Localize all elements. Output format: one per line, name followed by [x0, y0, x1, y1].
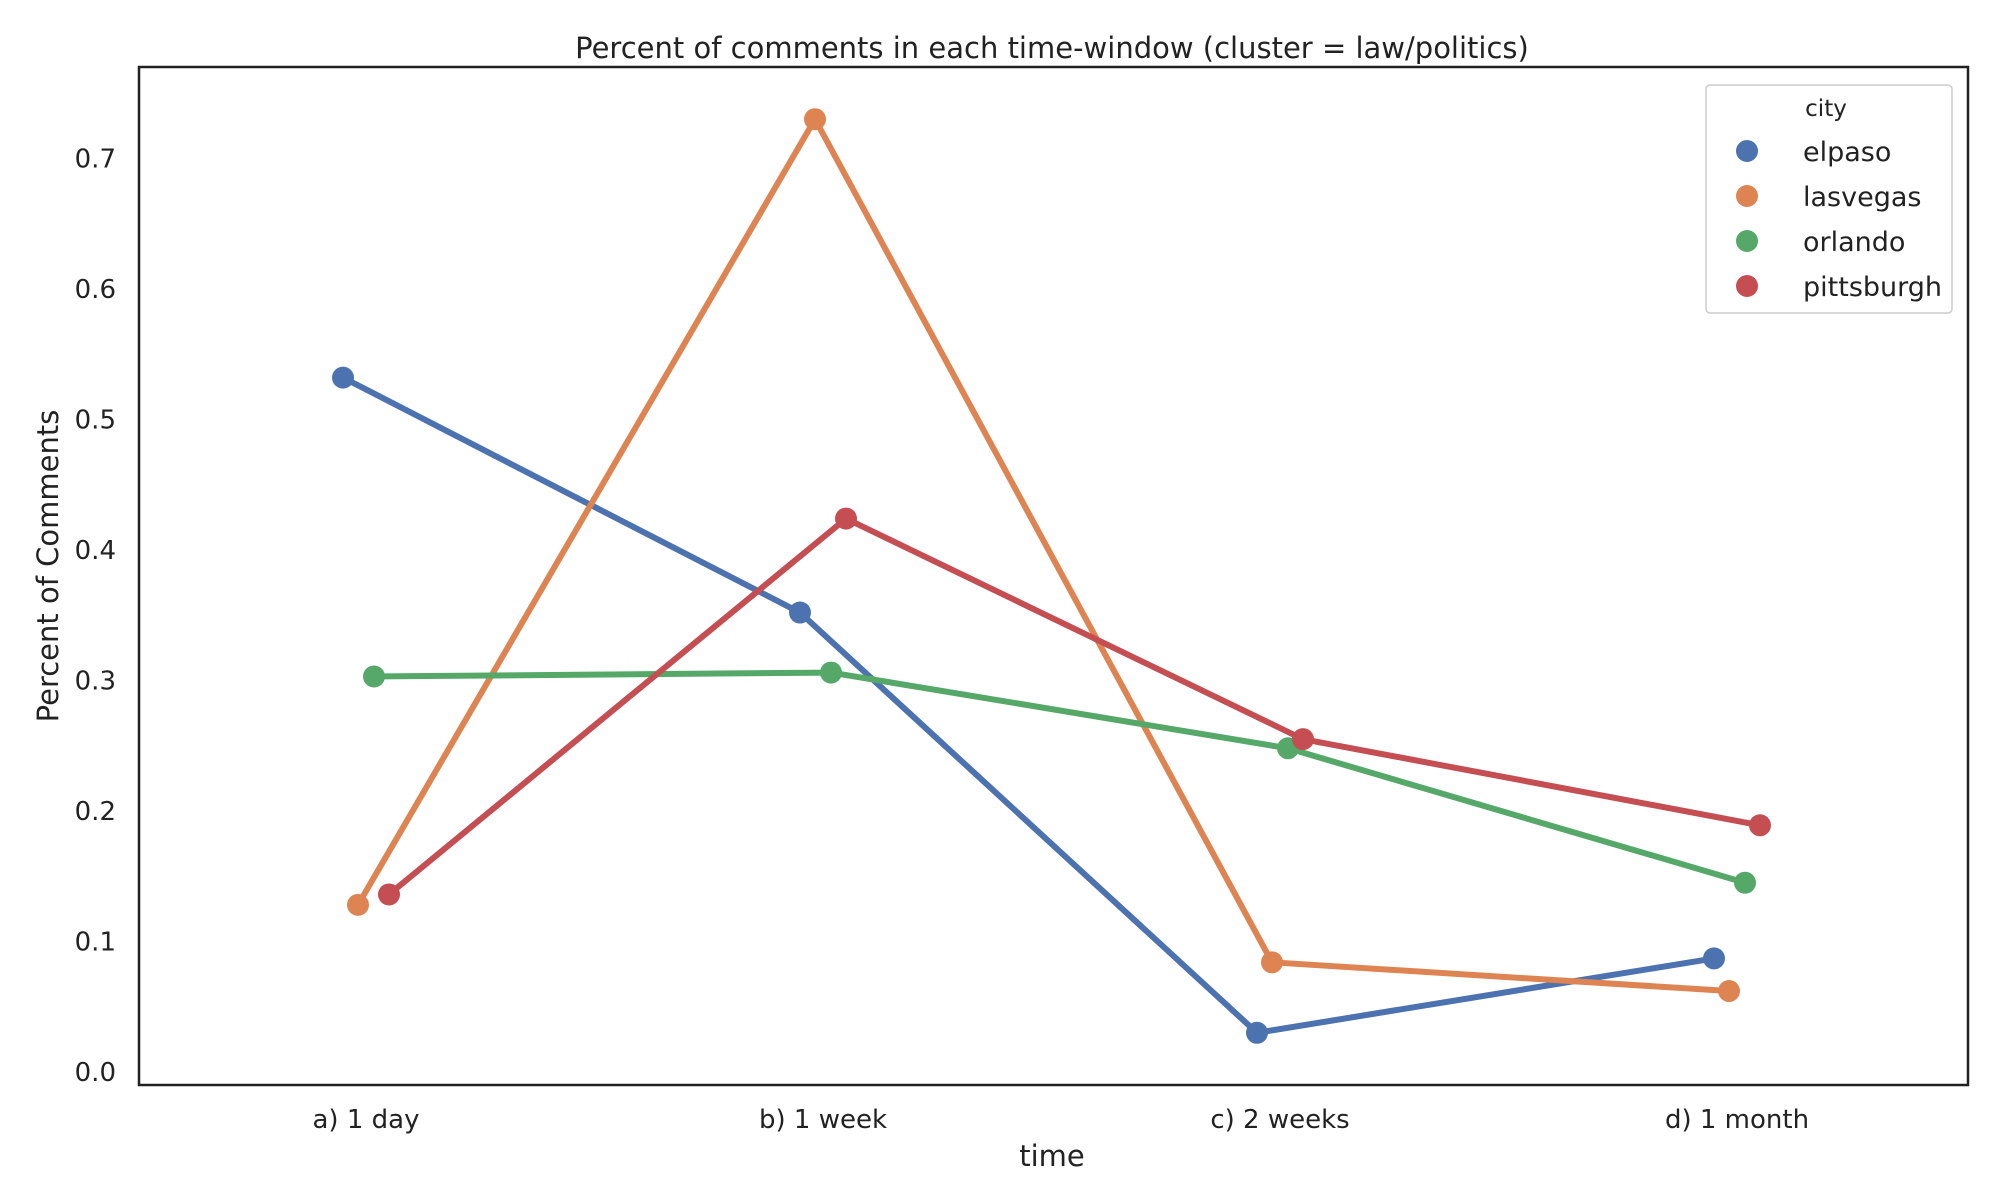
x-tick-label: d) 1 month [1665, 1105, 1809, 1135]
data-point-elpaso [1703, 947, 1725, 970]
legend-box [1705, 84, 1953, 314]
x-axis: a) 1 day b) 1 week c) 2 weeks d) 1 month [313, 1105, 1810, 1135]
y-tick-label: 0.0 [75, 1058, 116, 1088]
legend-title: city [1805, 96, 1847, 122]
legend-marker-elpaso [1736, 140, 1758, 162]
x-axis-title: time [1019, 1139, 1085, 1173]
y-tick-label: 0.7 [75, 144, 116, 174]
series-line-lasvegas [355, 116, 1732, 995]
data-point-orlando [820, 661, 842, 684]
y-axis: 0.0 0.1 0.2 0.3 0.4 0.5 0.6 0.7 [75, 144, 116, 1088]
series-lines [340, 116, 1763, 1036]
series-line-orlando [371, 669, 1748, 886]
legend-label-lasvegas: lasvegas [1803, 182, 1921, 213]
y-tick-label: 0.2 [75, 797, 116, 827]
data-point-elpaso [1246, 1021, 1268, 1044]
x-tick-label: a) 1 day [313, 1105, 420, 1135]
y-tick-label: 0.1 [75, 927, 116, 957]
series-line-elpaso [340, 374, 1717, 1036]
data-point-lasvegas [1718, 980, 1740, 1003]
x-tick-label: b) 1 week [759, 1105, 887, 1135]
x-tick-label: c) 2 weeks [1210, 1105, 1349, 1135]
data-point-pittsburgh [378, 883, 400, 906]
y-tick-label: 0.3 [75, 666, 116, 696]
data-point-lasvegas [347, 893, 369, 916]
series-points [332, 108, 1771, 1044]
data-point-orlando [1734, 871, 1756, 894]
data-point-pittsburgh [1749, 814, 1771, 837]
data-point-elpaso [332, 366, 354, 389]
legend-label-pittsburgh: pittsburgh [1803, 272, 1942, 303]
series-line-pittsburgh [386, 515, 1763, 898]
data-point-orlando [363, 665, 385, 688]
legend: city elpaso lasvegas orlando pittsburgh [1705, 84, 1953, 314]
legend-marker-pittsburgh [1736, 275, 1758, 297]
y-tick-label: 0.4 [75, 536, 116, 566]
y-tick-label: 0.5 [75, 405, 116, 435]
data-point-lasvegas [1261, 951, 1283, 974]
data-point-pittsburgh [835, 507, 857, 530]
data-point-lasvegas [804, 108, 826, 131]
chart-title: Percent of comments in each time-window … [575, 31, 1529, 65]
legend-marker-lasvegas [1736, 185, 1758, 207]
data-point-pittsburgh [1292, 728, 1314, 751]
legend-label-orlando: orlando [1803, 227, 1905, 258]
y-tick-label: 0.6 [75, 275, 116, 305]
plot-frame [137, 65, 1970, 1087]
data-point-elpaso [789, 601, 811, 624]
legend-marker-orlando [1736, 230, 1758, 252]
legend-label-elpaso: elpaso [1803, 137, 1891, 168]
y-axis-title: Percent of Comments [31, 410, 65, 723]
